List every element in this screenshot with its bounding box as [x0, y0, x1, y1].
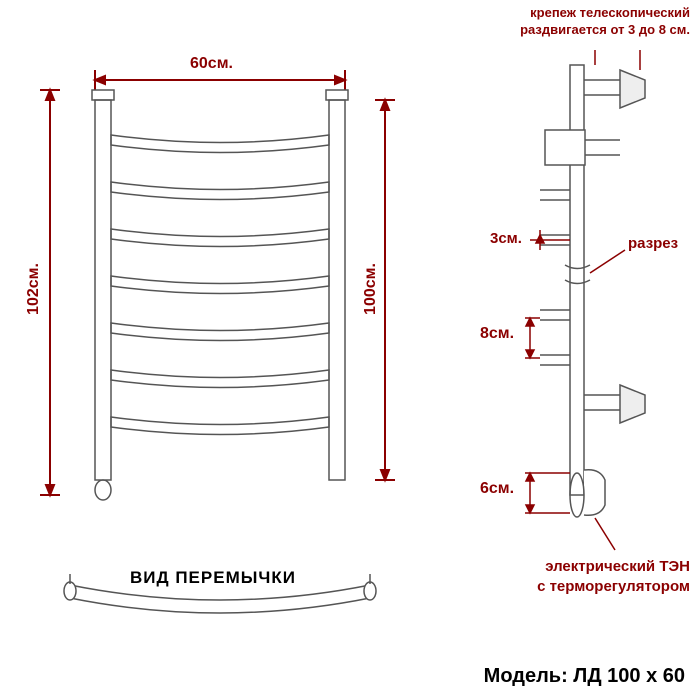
- width-label: 60см.: [190, 55, 233, 73]
- height-right-label: 100см.: [362, 263, 380, 315]
- note-bottom-1: электрический ТЭН: [545, 558, 690, 575]
- front-view-drawing: [0, 40, 420, 560]
- crossbar-title: ВИД ПЕРЕМЫЧКИ: [130, 568, 296, 588]
- note-top-2: раздвигается от 3 до 8 см.: [520, 22, 690, 37]
- dim-3cm: 3см.: [490, 230, 522, 247]
- dim-6cm: 6см.: [480, 480, 514, 498]
- height-left-label: 102см.: [25, 263, 43, 315]
- side-view-drawing: [470, 40, 690, 600]
- note-bottom-2: с терморегулятором: [537, 578, 690, 595]
- note-top-1: крепеж телескопический: [530, 5, 690, 20]
- model-label: Модель: ЛД 100 х 60: [484, 665, 685, 688]
- dim-8cm: 8см.: [480, 325, 514, 343]
- label-razrez: разрез: [628, 235, 678, 252]
